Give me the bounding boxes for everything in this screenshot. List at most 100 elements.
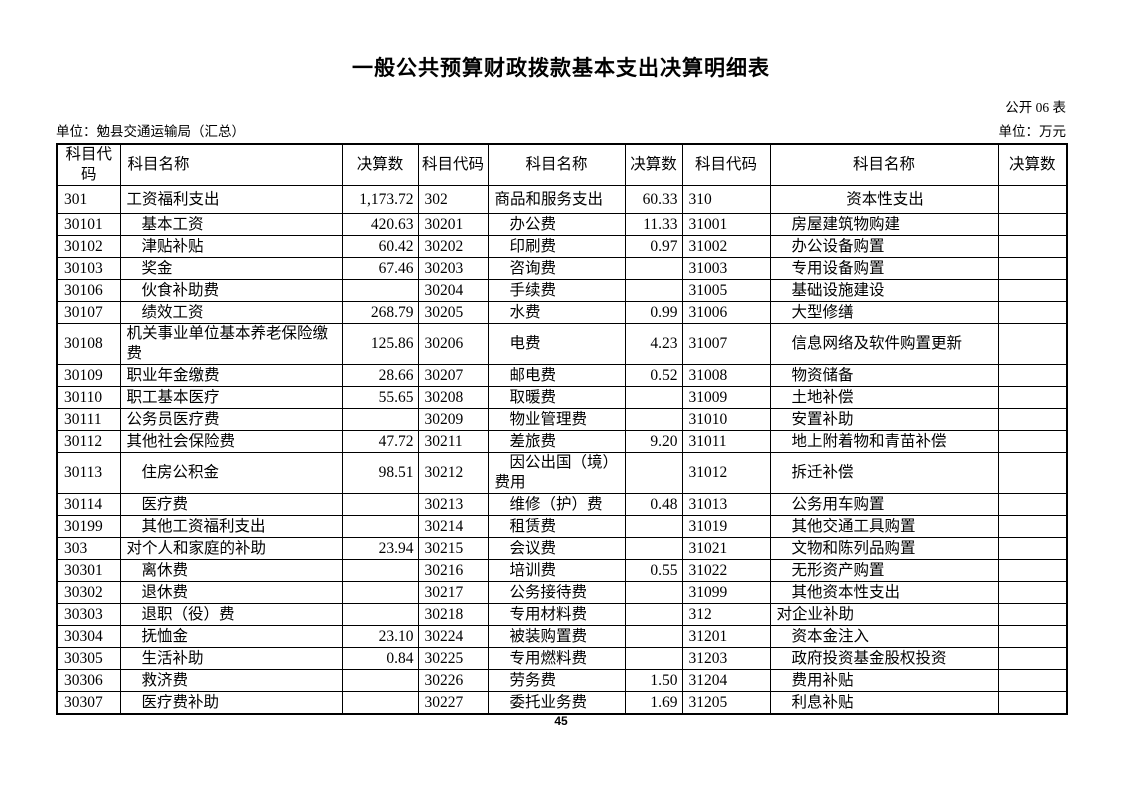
cell-code: 30304 bbox=[56, 625, 121, 648]
header-cell-name: 科目名称 bbox=[769, 143, 999, 186]
table-row: 30111 公务员医疗费 30209 物业管理费 31010 安置补助 bbox=[56, 408, 1068, 431]
cell-name: 救济费 bbox=[119, 669, 343, 692]
table-row: 30107 绩效工资 268.79 30205 水费 0.99 31006 大型修缮 bbox=[56, 301, 1068, 324]
cell-code: 31022 bbox=[681, 559, 771, 582]
cell-code: 31007 bbox=[681, 323, 771, 365]
cell-name: 利息补贴 bbox=[769, 691, 999, 715]
table-body: 301 工资福利支出 1,173.72 302 商品和服务支出 60.33 310 资本性支出… bbox=[56, 185, 1068, 715]
cell-name: 职业年金缴费 bbox=[119, 364, 343, 387]
cell-code: 30306 bbox=[56, 669, 121, 692]
cell-name: 商品和服务支出 bbox=[487, 185, 626, 214]
cell-value: 23.10 bbox=[341, 625, 419, 648]
cell-value bbox=[624, 515, 683, 538]
cell-name: 退休费 bbox=[119, 581, 343, 604]
cell-value bbox=[997, 323, 1068, 365]
cell-name: 机关事业单位基本养老保险缴费 bbox=[119, 323, 343, 365]
cell-value: 1.50 bbox=[624, 669, 683, 692]
cell-name: 绩效工资 bbox=[119, 301, 343, 324]
cell-code: 312 bbox=[681, 603, 771, 626]
cell-code: 30225 bbox=[417, 647, 489, 670]
header-cell-name: 科目名称 bbox=[487, 143, 626, 186]
cell-code: 30203 bbox=[417, 257, 489, 280]
cell-name: 租赁费 bbox=[487, 515, 626, 538]
cell-name: 专用燃料费 bbox=[487, 647, 626, 670]
cell-value bbox=[997, 257, 1068, 280]
cell-code: 30114 bbox=[56, 493, 121, 516]
table-row: 30114 医疗费 30213 维修（护）费 0.48 31013 公务用车购置 bbox=[56, 493, 1068, 516]
table-row: 30109 职业年金缴费 28.66 30207 邮电费 0.52 31008 物资储备 bbox=[56, 364, 1068, 387]
cell-value bbox=[997, 386, 1068, 409]
cell-name: 其他社会保险费 bbox=[119, 430, 343, 453]
cell-name: 房屋建筑物购建 bbox=[769, 213, 999, 236]
cell-code: 30199 bbox=[56, 515, 121, 538]
cell-name: 资本金注入 bbox=[769, 625, 999, 648]
cell-name: 拆迁补偿 bbox=[769, 452, 999, 494]
cell-code: 30226 bbox=[417, 669, 489, 692]
table-row: 30113 住房公积金 98.51 30212 因公出国（境）费用 31012 拆迁补偿 bbox=[56, 452, 1068, 494]
cell-code: 30224 bbox=[417, 625, 489, 648]
cell-value bbox=[624, 408, 683, 431]
cell-value bbox=[997, 430, 1068, 453]
cell-value bbox=[997, 301, 1068, 324]
cell-value bbox=[997, 408, 1068, 431]
table-row: 30302 退休费 30217 公务接待费 31099 其他资本性支出 bbox=[56, 581, 1068, 604]
meta-row: 单位：勉县交通运输局（汇总） 单位：万元 bbox=[56, 120, 1066, 140]
cell-name: 职工基本医疗 bbox=[119, 386, 343, 409]
cell-code: 30205 bbox=[417, 301, 489, 324]
cell-value: 9.20 bbox=[624, 430, 683, 453]
cell-code: 31099 bbox=[681, 581, 771, 604]
cell-value: 28.66 bbox=[341, 364, 419, 387]
cell-value bbox=[997, 515, 1068, 538]
cell-code: 31010 bbox=[681, 408, 771, 431]
cell-name: 咨询费 bbox=[487, 257, 626, 280]
cell-code: 30305 bbox=[56, 647, 121, 670]
page-number: 45 bbox=[554, 714, 568, 728]
cell-name: 水费 bbox=[487, 301, 626, 324]
unit-currency-label: 单位：万元 bbox=[998, 124, 1067, 139]
cell-value: 268.79 bbox=[341, 301, 419, 324]
cell-name: 差旅费 bbox=[487, 430, 626, 453]
cell-value: 1.69 bbox=[624, 691, 683, 715]
cell-code: 30216 bbox=[417, 559, 489, 582]
cell-value bbox=[341, 279, 419, 302]
table-row: 30306 救济费 30226 劳务费 1.50 31204 费用补贴 bbox=[56, 669, 1068, 692]
cell-value bbox=[997, 647, 1068, 670]
cell-name: 公务员医疗费 bbox=[119, 408, 343, 431]
cell-name: 奖金 bbox=[119, 257, 343, 280]
cell-code: 31011 bbox=[681, 430, 771, 453]
cell-name: 医疗费 bbox=[119, 493, 343, 516]
cell-value: 1,173.72 bbox=[341, 185, 419, 214]
table-row: 301 工资福利支出 1,173.72 302 商品和服务支出 60.33 310 资本性支出 bbox=[56, 185, 1068, 214]
cell-value bbox=[997, 581, 1068, 604]
cell-name: 手续费 bbox=[487, 279, 626, 302]
unit-name-label: 单位：勉县交通运输局（汇总） bbox=[56, 124, 245, 139]
cell-name: 大型修缮 bbox=[769, 301, 999, 324]
cell-code: 31006 bbox=[681, 301, 771, 324]
table-row: 30103 奖金 67.46 30203 咨询费 31003 专用设备购置 bbox=[56, 257, 1068, 280]
cell-value bbox=[997, 603, 1068, 626]
cell-name: 会议费 bbox=[487, 537, 626, 560]
cell-code: 30111 bbox=[56, 408, 121, 431]
cell-name: 物业管理费 bbox=[487, 408, 626, 431]
cell-value bbox=[997, 625, 1068, 648]
table-row: 30303 退职（役）费 30218 专用材料费 312 对企业补助 bbox=[56, 603, 1068, 626]
table-row: 30305 生活补助 0.84 30225 专用燃料费 31203 政府投资基金股权投资 bbox=[56, 647, 1068, 670]
cell-name: 基本工资 bbox=[119, 213, 343, 236]
cell-code: 310 bbox=[681, 185, 771, 214]
cell-code: 30211 bbox=[417, 430, 489, 453]
table-row: 30112 其他社会保险费 47.72 30211 差旅费 9.20 31011 地上附着物和… bbox=[56, 430, 1068, 453]
cell-code: 30201 bbox=[417, 213, 489, 236]
cell-value: 0.55 bbox=[624, 559, 683, 582]
cell-value bbox=[624, 279, 683, 302]
cell-value bbox=[997, 279, 1068, 302]
table-row: 30199 其他工资福利支出 30214 租赁费 31019 其他交通工具购置 bbox=[56, 515, 1068, 538]
cell-code: 31019 bbox=[681, 515, 771, 538]
cell-code: 31001 bbox=[681, 213, 771, 236]
cell-value bbox=[624, 603, 683, 626]
table-row: 30102 津贴补贴 60.42 30202 印刷费 0.97 31002 办公设备购置 bbox=[56, 235, 1068, 258]
header-cell-code: 科目代码 bbox=[417, 143, 489, 186]
cell-value: 11.33 bbox=[624, 213, 683, 236]
cell-code: 30107 bbox=[56, 301, 121, 324]
cell-name: 住房公积金 bbox=[119, 452, 343, 494]
cell-code: 30108 bbox=[56, 323, 121, 365]
